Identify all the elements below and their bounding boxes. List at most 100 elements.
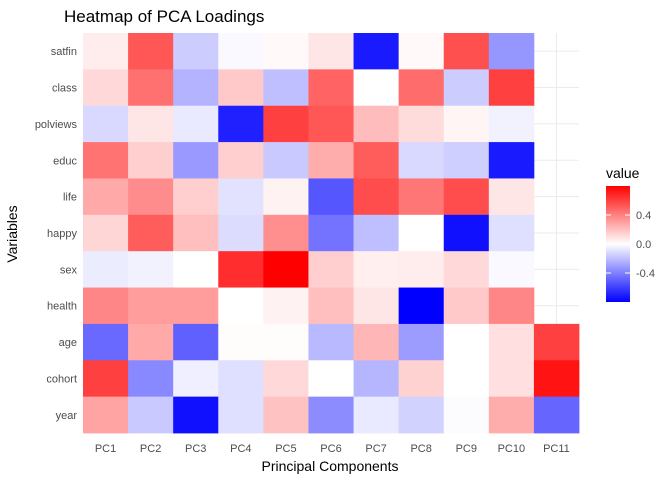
heatmap-cell — [398, 214, 445, 252]
heatmap-cell — [83, 105, 129, 143]
heatmap-cell — [353, 33, 400, 70]
heatmap-cell — [308, 214, 354, 252]
heatmap-cell — [173, 69, 219, 107]
x-tick-label: PC2 — [140, 443, 161, 455]
heatmap-cell — [128, 360, 174, 398]
y-tick-label: polviews — [35, 119, 78, 131]
heatmap-cell — [263, 360, 309, 398]
legend-tick-label: 0.0 — [636, 239, 651, 251]
heatmap-cell — [488, 360, 535, 398]
heatmap-cell — [488, 396, 535, 434]
heatmap-cell — [353, 360, 400, 398]
heatmap-cell — [308, 105, 354, 143]
legend-tick-label: 0.4 — [636, 210, 651, 222]
x-tick-label: PC9 — [456, 443, 477, 455]
heatmap-cell — [218, 33, 264, 70]
y-axis-title: Variables — [4, 205, 20, 262]
heatmap-cell — [308, 287, 354, 325]
heatmap-cell — [308, 323, 354, 361]
heatmap-cell — [128, 178, 174, 216]
heatmap-cell — [218, 69, 264, 107]
heatmap-cell — [173, 287, 219, 325]
y-tick-label: satfin — [51, 46, 77, 58]
heatmap-cell — [218, 396, 264, 434]
heatmap-cell — [443, 360, 490, 398]
y-axis-ticks: satfin class polviews educ life happy sex healt… — [35, 46, 78, 422]
x-tick-label: PC4 — [230, 443, 251, 455]
heatmap-cell — [218, 287, 264, 325]
heatmap-cell — [83, 360, 129, 398]
heatmap-cell — [128, 142, 174, 179]
heatmap-cell — [263, 33, 309, 70]
heatmap-cell — [353, 142, 400, 179]
heatmap-cell — [173, 105, 219, 143]
heatmap-cell — [308, 360, 354, 398]
heatmap-cell — [488, 251, 535, 288]
heatmap-cell — [218, 360, 264, 398]
heatmap-cell — [488, 33, 535, 70]
heatmap-cell — [443, 142, 490, 179]
heatmap-cell — [263, 396, 309, 434]
x-tick-label: PC1 — [95, 443, 116, 455]
heatmap-cell — [128, 251, 174, 288]
heatmap-cell — [488, 69, 535, 107]
heatmap-cell — [353, 396, 400, 434]
heatmap-cell — [128, 105, 174, 143]
y-tick-label: year — [56, 410, 78, 422]
x-tick-label: PC3 — [185, 443, 206, 455]
heatmap-cell — [263, 105, 309, 143]
heatmap-cell — [83, 69, 129, 107]
heatmap-cell — [398, 360, 445, 398]
heatmap-cell — [128, 33, 174, 70]
heatmap-cell — [443, 33, 490, 70]
heatmap-cell — [443, 69, 490, 107]
heatmap-cell — [398, 251, 445, 288]
legend-title: value — [606, 165, 640, 181]
x-tick-label: PC5 — [275, 443, 296, 455]
heatmap-cell — [263, 287, 309, 325]
heatmap-cell — [443, 178, 490, 216]
heatmap-cell — [353, 251, 400, 288]
heatmap-cell — [263, 69, 309, 107]
x-axis-ticks: PC1 PC2 PC3 PC4 PC5 PC6 PC7 PC8 PC9 PC10 PC11 — [95, 443, 570, 455]
heatmap-cell — [173, 360, 219, 398]
heatmap-cell — [83, 214, 129, 252]
y-tick-label: class — [52, 83, 78, 95]
y-tick-label: age — [59, 337, 77, 349]
y-tick-label: educ — [53, 155, 77, 167]
heatmap-cell — [83, 178, 129, 216]
heatmap-cell — [443, 251, 490, 288]
heatmap-cell — [263, 251, 309, 288]
heatmap-cell — [353, 287, 400, 325]
heatmap-cell — [128, 214, 174, 252]
heatmap-cell — [443, 396, 490, 434]
heatmap-cell — [218, 251, 264, 288]
heatmap-cell — [308, 396, 354, 434]
heatmap-cell — [398, 142, 445, 179]
heatmap-cell — [308, 251, 354, 288]
heatmap-cell — [218, 142, 264, 179]
heatmap-cell — [488, 105, 535, 143]
heatmap-cell — [533, 323, 580, 361]
heatmap-cell — [218, 105, 264, 143]
heatmap-cell — [398, 69, 445, 107]
y-tick-label: health — [47, 301, 77, 313]
heatmap-cell — [83, 142, 129, 179]
heatmap-cell — [83, 323, 129, 361]
y-tick-label: sex — [60, 264, 78, 276]
heatmap-cell — [398, 287, 445, 325]
chart-title: Heatmap of PCA Loadings — [64, 7, 264, 26]
heatmap-cell — [353, 105, 400, 143]
heatmap-cell — [353, 178, 400, 216]
y-tick-label: life — [63, 192, 77, 204]
heatmap-cell — [263, 178, 309, 216]
heatmap-cell — [533, 360, 580, 398]
color-legend: value 0.4 0.0 -0.4 — [606, 165, 655, 302]
heatmap-cell — [173, 251, 219, 288]
heatmap-cell — [173, 214, 219, 252]
heatmap-cell — [488, 142, 535, 179]
legend-ticks: 0.4 0.0 -0.4 — [606, 210, 655, 280]
heatmap-cell — [173, 396, 219, 434]
heatmap-cell — [398, 396, 445, 434]
